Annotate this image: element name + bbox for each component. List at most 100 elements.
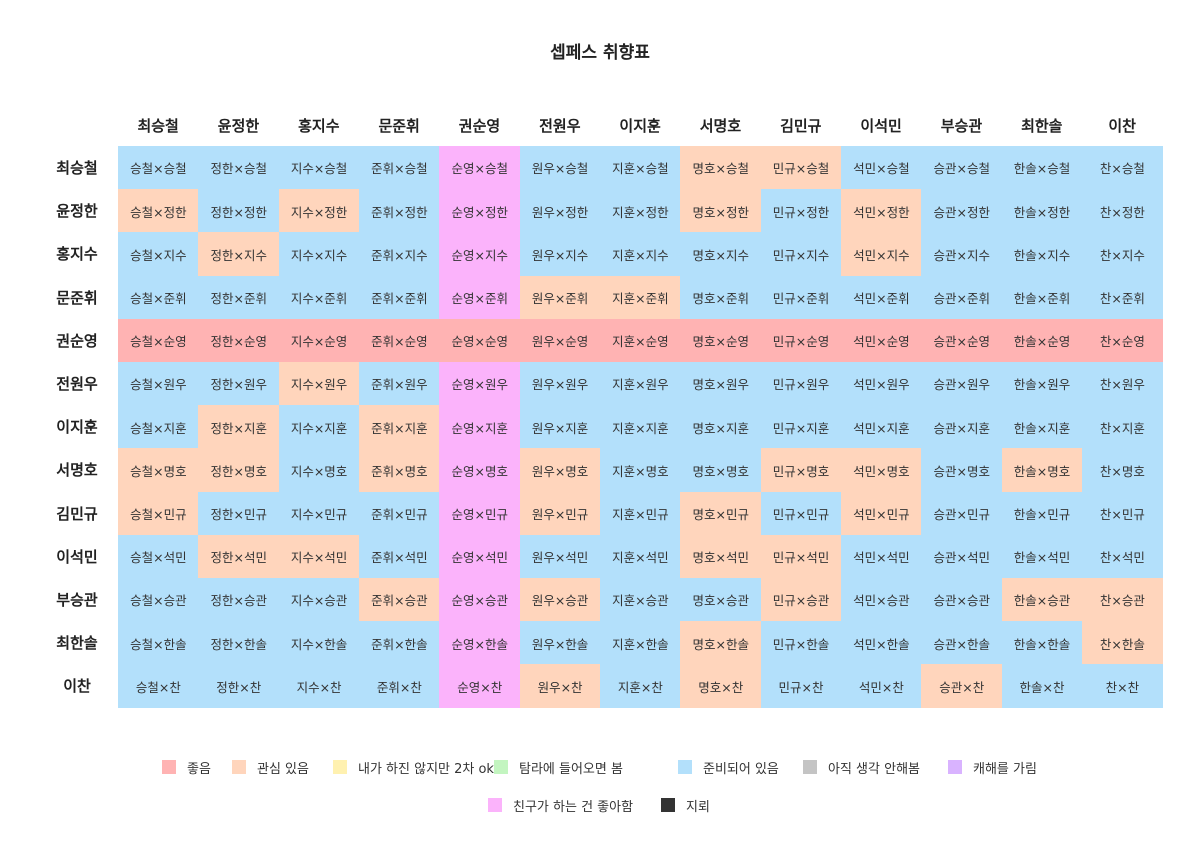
- heatmap-cell: 한솔×승관: [1001, 578, 1083, 622]
- row-header: 권순영: [56, 331, 98, 350]
- heatmap-cell: 승관×민규: [921, 491, 1003, 536]
- legend-item: 친구가 하는 건 좋아함: [488, 796, 633, 815]
- heatmap-cell: 석민×석민: [840, 534, 922, 579]
- legend-item: 탐라에 들어오면 봄: [494, 758, 623, 777]
- heatmap-cell: 지훈×정한: [599, 189, 681, 233]
- heatmap-cell: 승관×지훈: [921, 405, 1003, 449]
- heatmap-cell: 순영×지훈: [439, 405, 521, 449]
- heatmap-cell: 지수×정한: [278, 189, 360, 233]
- heatmap-cell: 승관×한솔: [921, 621, 1003, 665]
- heatmap-cell: 한솔×지훈: [1001, 405, 1083, 449]
- heatmap-cell: 찬×정한: [1081, 189, 1163, 233]
- heatmap-cell: 원우×찬: [519, 664, 601, 709]
- heatmap-cell: 지수×한솔: [278, 621, 360, 665]
- legend-label: 관심 있음: [257, 761, 309, 777]
- legend-swatch: [661, 798, 675, 812]
- legend-label: 준비되어 있음: [703, 761, 779, 777]
- heatmap-cell: 한솔×순영: [1001, 318, 1083, 363]
- heatmap-cell: 명호×찬: [680, 664, 762, 709]
- legend-label: 아직 생각 안해봄: [828, 761, 920, 777]
- heatmap-cell: 지수×순영: [278, 318, 360, 363]
- heatmap-cell: 민규×준휘: [760, 275, 842, 320]
- heatmap-cell: 승철×민규: [118, 491, 199, 536]
- heatmap-cell: 순영×원우: [439, 362, 521, 406]
- column-header: 이찬: [1108, 116, 1136, 135]
- heatmap-cell: 명호×지훈: [680, 405, 762, 449]
- heatmap-cell: 한솔×정한: [1001, 189, 1083, 233]
- heatmap-cell: 준휘×지훈: [358, 405, 440, 449]
- heatmap-cell: 한솔×승철: [1001, 146, 1083, 190]
- heatmap-cell: 준휘×원우: [358, 362, 440, 406]
- heatmap-cell: 준휘×준휘: [358, 275, 440, 320]
- heatmap-cell: 민규×민규: [760, 491, 842, 536]
- heatmap-cell: 승철×정한: [118, 189, 199, 233]
- heatmap-cell: 찬×원우: [1081, 362, 1163, 406]
- legend-item: 좋음: [162, 758, 211, 777]
- legend-swatch: [232, 760, 246, 774]
- heatmap-cell: 준휘×한솔: [358, 621, 440, 665]
- heatmap-cell: 정한×정한: [198, 189, 280, 233]
- heatmap-cell: 한솔×명호: [1001, 448, 1083, 493]
- legend-item: 아직 생각 안해봄: [803, 758, 920, 777]
- heatmap-cell: 찬×순영: [1081, 318, 1163, 363]
- heatmap-cell: 정한×한솔: [198, 621, 280, 665]
- heatmap-cell: 원우×지훈: [519, 405, 601, 449]
- heatmap-cell: 원우×순영: [519, 318, 601, 363]
- heatmap-cell: 승관×찬: [921, 664, 1003, 709]
- heatmap-cell: 지훈×명호: [599, 448, 681, 493]
- column-header: 윤정한: [217, 116, 260, 135]
- legend-swatch: [494, 760, 508, 774]
- heatmap-cell: 민규×원우: [760, 362, 842, 406]
- heatmap-cell: 정한×지훈: [198, 405, 280, 449]
- heatmap-cell: 명호×정한: [680, 189, 762, 233]
- heatmap-cell: 지수×석민: [278, 534, 360, 579]
- heatmap-cell: 승관×정한: [921, 189, 1003, 233]
- heatmap-cell: 승관×원우: [921, 362, 1003, 406]
- heatmap-cell: 석민×준휘: [840, 275, 922, 320]
- heatmap-cell: 순영×순영: [439, 318, 521, 363]
- heatmap-cell: 원우×원우: [519, 362, 601, 406]
- column-header: 이지훈: [619, 116, 661, 135]
- row-header: 최승철: [56, 159, 98, 178]
- heatmap-cell: 명호×한솔: [680, 621, 762, 665]
- heatmap-cell: 정한×준휘: [198, 275, 280, 320]
- heatmap-cell: 석민×한솔: [840, 621, 922, 665]
- heatmap-cell: 원우×승관: [519, 578, 601, 622]
- heatmap-cell: 지훈×승철: [599, 146, 681, 190]
- heatmap-cell: 정한×승철: [198, 146, 280, 190]
- heatmap-cell: 지수×승철: [278, 146, 360, 190]
- heatmap-cell: 지훈×준휘: [599, 275, 681, 320]
- heatmap-cell: 준휘×명호: [358, 448, 440, 493]
- column-header: 서명호: [699, 116, 742, 135]
- heatmap-cell: 순영×정한: [439, 189, 521, 233]
- heatmap-cell: 승관×지수: [921, 232, 1003, 277]
- heatmap-cell: 승철×승관: [118, 578, 199, 622]
- heatmap-cell: 한솔×준휘: [1001, 275, 1083, 320]
- heatmap-cell: 한솔×찬: [1001, 664, 1083, 709]
- legend-swatch: [333, 760, 347, 774]
- heatmap-cell: 승철×순영: [118, 318, 199, 363]
- heatmap-cell: 승철×승철: [118, 146, 199, 190]
- heatmap-cell: 민규×한솔: [760, 621, 842, 665]
- heatmap-cell: 준휘×지수: [358, 232, 440, 277]
- heatmap-cell: 석민×지수: [840, 232, 922, 277]
- heatmap-cell: 원우×승철: [519, 146, 601, 190]
- heatmap-cell: 석민×지훈: [840, 405, 922, 449]
- legend-swatch: [803, 760, 817, 774]
- legend-item: 관심 있음: [232, 758, 309, 777]
- legend-swatch: [678, 760, 692, 774]
- legend-swatch: [162, 760, 176, 774]
- legend-item: 준비되어 있음: [678, 758, 779, 777]
- heatmap-cell: 민규×명호: [760, 448, 842, 493]
- heatmap-cell: 찬×명호: [1081, 448, 1163, 493]
- row-header: 이석민: [56, 547, 98, 566]
- heatmap-cell: 정한×석민: [198, 534, 280, 579]
- heatmap-cell: 민규×지수: [760, 232, 842, 277]
- heatmap-cell: 지수×찬: [278, 664, 360, 709]
- heatmap-cell: 석민×명호: [840, 448, 922, 493]
- legend-swatch: [488, 798, 502, 812]
- heatmap-cell: 승관×순영: [921, 318, 1003, 363]
- heatmap-cell: 지수×준휘: [278, 275, 360, 320]
- heatmap-cell: 승철×석민: [118, 534, 199, 579]
- column-header: 전원우: [539, 116, 581, 135]
